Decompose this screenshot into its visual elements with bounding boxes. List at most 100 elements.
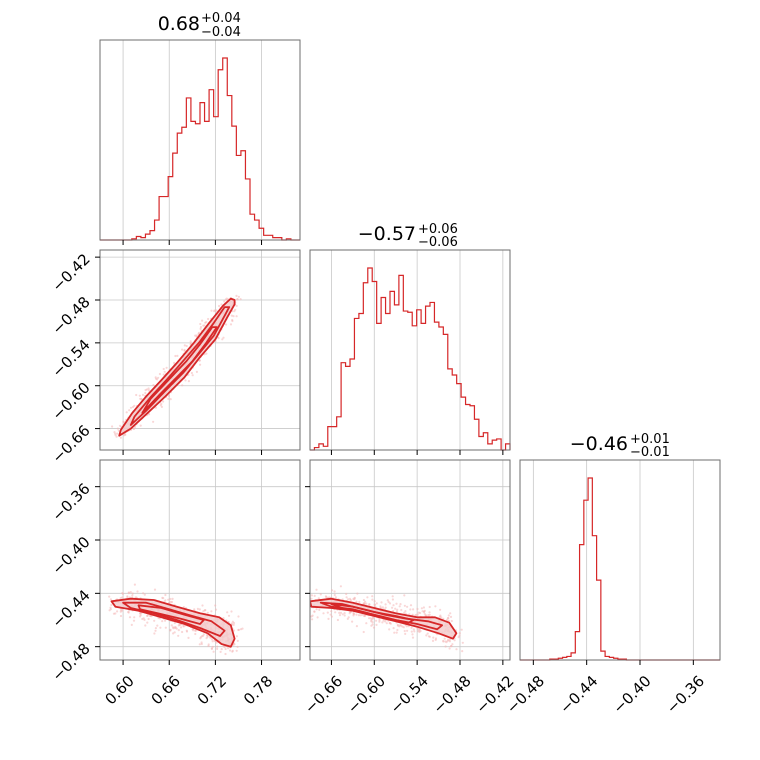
scatter-point — [132, 619, 136, 622]
scatter-point — [384, 606, 387, 609]
scatter-point — [444, 640, 447, 643]
scatter-point — [345, 592, 348, 596]
scatter-point — [214, 604, 217, 607]
scatter-point — [353, 596, 356, 599]
scatter-point — [153, 619, 156, 622]
scatter-point — [136, 590, 139, 593]
scatter-point — [233, 310, 236, 313]
scatter-point — [310, 597, 313, 600]
scatter-point — [235, 315, 238, 318]
scatter-point — [406, 605, 409, 608]
scatter-point — [338, 614, 342, 617]
scatter-point — [172, 632, 175, 635]
scatter-point — [403, 604, 406, 607]
panel-frame — [99, 39, 301, 241]
contour-level-2 — [330, 603, 415, 624]
scatter-point — [395, 631, 398, 634]
scatter-point — [448, 647, 451, 650]
scatter-point — [167, 397, 170, 400]
scatter-point — [171, 597, 174, 601]
scatter-point — [370, 619, 373, 622]
scatter-point — [190, 371, 193, 375]
scatter-point — [138, 394, 141, 397]
scatter-point — [453, 639, 456, 642]
scatter-point — [373, 603, 376, 607]
scatter-point — [409, 604, 413, 607]
scatter-point — [199, 363, 202, 366]
scatter-point — [385, 622, 388, 625]
scatter-point — [362, 598, 365, 602]
scatter-point — [232, 315, 235, 318]
scatter-point — [153, 632, 156, 635]
panels: −0.48 −0.44 −0.40 −0.36−0.66−0.60−0.54−0.48… — [48, 39, 721, 717]
scatter-point — [457, 636, 460, 639]
scatter-point — [403, 594, 406, 597]
pair-content — [310, 585, 464, 653]
scatter-point — [411, 633, 414, 636]
scatter-point — [122, 420, 125, 424]
contour-level-2 — [141, 326, 218, 414]
pair-content — [108, 583, 244, 656]
scatter-point — [232, 623, 235, 627]
scatter-point — [449, 612, 452, 615]
scatter-point — [311, 618, 314, 621]
scatter-point — [428, 611, 431, 614]
scatter-point — [329, 613, 332, 616]
scatter-point — [200, 641, 203, 644]
y-tick-label: −0.48 — [48, 293, 93, 338]
contour-level-2 — [137, 604, 205, 625]
x-tick-label: 0.72 — [194, 672, 230, 708]
scatter-point — [410, 630, 413, 633]
scatter-point — [108, 609, 111, 612]
scatter-point — [225, 323, 228, 326]
scatter-point — [237, 295, 240, 298]
scatter-point — [202, 634, 205, 637]
scatter-point — [365, 622, 368, 625]
scatter-point — [371, 623, 374, 626]
scatter-point — [204, 321, 207, 324]
scatter-point — [371, 598, 374, 601]
scatter-point — [119, 609, 123, 612]
scatter-point — [378, 619, 381, 622]
scatter-point — [162, 400, 165, 403]
scatter-point — [427, 635, 430, 638]
scatter-point — [310, 615, 313, 618]
scatter-point — [412, 628, 415, 631]
scatter-point — [128, 616, 132, 619]
scatter-point — [177, 629, 180, 632]
scatter-point — [392, 627, 395, 630]
scatter-point — [181, 630, 184, 634]
scatter-point — [177, 624, 180, 627]
scatter-point — [394, 607, 397, 610]
scatter-point — [398, 605, 401, 608]
scatter-point — [143, 593, 146, 596]
scatter-point — [173, 621, 176, 625]
title-1-minus: −0.06 — [418, 235, 458, 250]
scatter-point — [220, 648, 223, 651]
scatter-point — [194, 632, 197, 636]
scatter-point — [199, 322, 202, 326]
scatter-point — [235, 294, 238, 297]
scatter-point — [199, 327, 202, 330]
scatter-point — [194, 629, 197, 632]
scatter-point — [144, 391, 147, 395]
scatter-point — [181, 384, 184, 387]
scatter-point — [404, 610, 407, 613]
scatter-point — [355, 613, 358, 616]
scatter-point — [447, 638, 450, 641]
scatter-point — [109, 606, 112, 609]
scatter-point — [388, 628, 391, 631]
contour-level-1 — [129, 306, 231, 426]
scatter-point — [221, 338, 224, 341]
scatter-point — [313, 610, 316, 613]
scatter-point — [198, 359, 201, 362]
scatter-point — [180, 626, 183, 629]
scatter-point — [173, 631, 176, 634]
scatter-point — [147, 413, 151, 416]
scatter-point — [369, 617, 372, 620]
scatter-point — [206, 611, 209, 614]
panel-frame — [309, 249, 511, 451]
scatter-point — [387, 600, 390, 604]
scatter-point — [231, 620, 234, 623]
scatter-point — [420, 607, 423, 610]
